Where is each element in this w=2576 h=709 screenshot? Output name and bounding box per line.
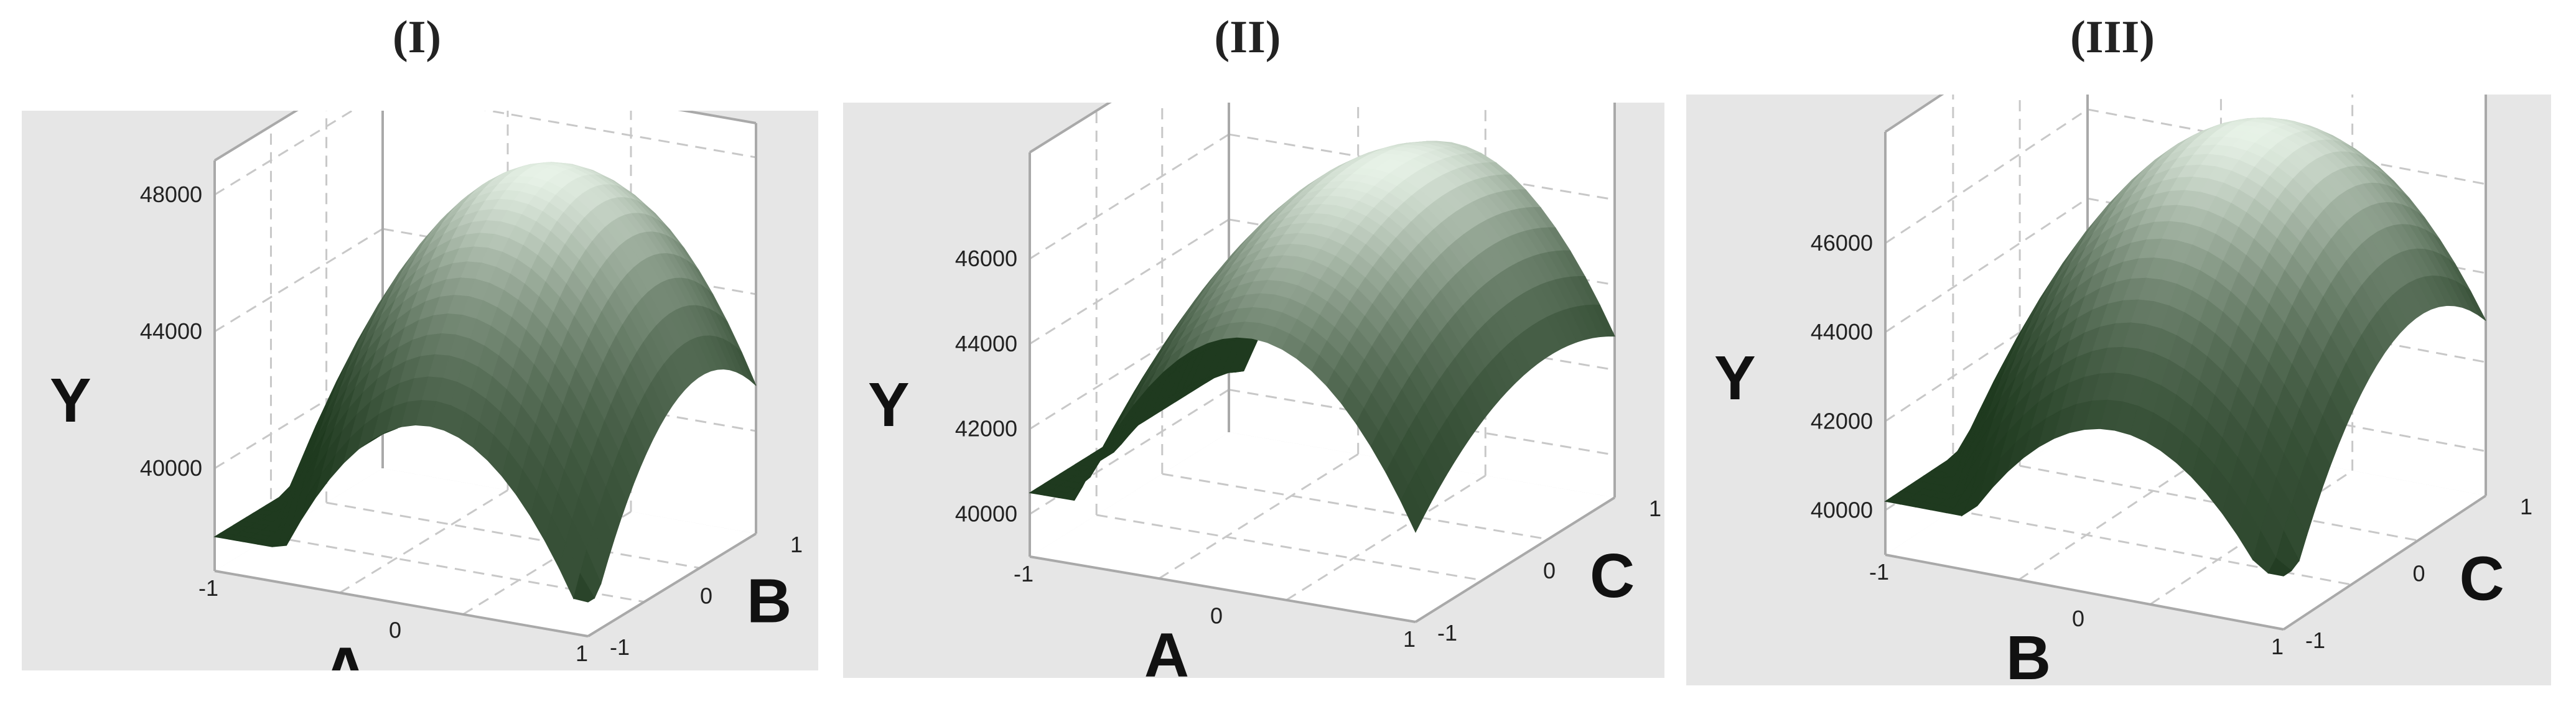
surface-patch: [573, 573, 595, 603]
surface-plot-1: 40000 44000 48000 -1 0 1 -1 0 1 A B Y: [22, 111, 818, 670]
floor-gridline: [271, 535, 645, 603]
side-gridline: [214, 228, 383, 333]
box-edge: [1884, 95, 1944, 133]
z-axis-label: Y: [50, 366, 91, 435]
z-tick-label: 44000: [1811, 319, 1873, 345]
side-gridline: [1029, 133, 1230, 260]
panel-title-2: (II): [1214, 12, 1281, 63]
box-edge: [1885, 554, 2284, 631]
floor-gridline: [339, 489, 508, 594]
side-gridline: [1885, 108, 2088, 244]
box-edge: [214, 570, 589, 637]
panel-title-3: (III): [2070, 12, 2155, 63]
y-axis-label: B: [747, 567, 791, 636]
z-axis-label: Y: [1714, 343, 1756, 413]
y-tick-label: -1: [2305, 628, 2325, 653]
y-tick-label: 1: [2520, 494, 2532, 519]
box-edge: [2282, 494, 2487, 631]
y-tick-label: 0: [2413, 561, 2425, 586]
z-tick-label: 42000: [1811, 408, 1873, 433]
floor-gridline: [1096, 514, 1483, 582]
side-gridline: [214, 111, 354, 196]
box-edge: [213, 111, 299, 162]
box-edge: [587, 532, 757, 637]
z-tick-label: 46000: [1811, 230, 1873, 256]
floor-gridline: [1286, 475, 1486, 601]
floor-gridline: [1158, 453, 1359, 580]
z-tick-label: 48000: [140, 182, 202, 207]
y-tick-label: -1: [1437, 620, 1457, 646]
y-axis-label: C: [2460, 544, 2504, 614]
box-edge: [678, 111, 757, 124]
x-tick-label: 1: [1403, 626, 1416, 652]
y-tick-label: 0: [1543, 558, 1556, 583]
z-tick-label: 40000: [955, 501, 1017, 527]
surface-svg: 40000 42000 44000 46000 -1 0 1 -1 0 1 B C Y: [1714, 95, 2532, 685]
z-tick-label: 40000: [140, 455, 202, 481]
floor-plane: [1030, 432, 1615, 622]
x-tick-label: -1: [198, 575, 218, 601]
y-tick-label: 0: [700, 583, 712, 609]
box-edge: [1029, 555, 1416, 623]
side-gridline: [214, 364, 383, 470]
x-axis-label: A: [323, 635, 368, 671]
x-tick-label: 0: [2072, 606, 2084, 631]
box-edge: [1029, 103, 1112, 154]
x-tick-label: 1: [2271, 634, 2284, 659]
floor-plane: [1885, 421, 2486, 629]
surface-patch: [2267, 557, 2292, 577]
floor-gridline: [2018, 445, 2222, 581]
side-gridline: [1885, 197, 2088, 333]
y-tick-label: -1: [610, 634, 630, 660]
back-gridline: [483, 111, 757, 159]
z-axis-label: Y: [868, 370, 910, 440]
x-tick-label: -1: [1869, 559, 1889, 585]
x-axis-label: A: [1144, 621, 1189, 679]
x-tick-label: 1: [576, 641, 588, 666]
panel-title-1: (I): [392, 12, 442, 63]
surface-svg: 40000 42000 44000 46000 -1 0 1 -1 0 1 A C Y: [868, 103, 1661, 679]
floor-gridline: [1162, 473, 1549, 540]
y-tick-label: 1: [1649, 496, 1661, 521]
back-gridline: [2087, 108, 2486, 185]
left-wall: [1030, 103, 1229, 557]
z-tick-label: 42000: [955, 416, 1017, 442]
z-tick-label: 46000: [955, 246, 1017, 271]
side-gridline: [1029, 218, 1230, 345]
box-edge: [1414, 496, 1616, 623]
z-tick-label: 44000: [140, 318, 202, 344]
side-gridline: [1885, 287, 2088, 422]
floor-gridline: [462, 511, 632, 616]
z-tick-label: 40000: [1811, 497, 1873, 522]
x-tick-label: 0: [1210, 603, 1223, 629]
x-axis-label: B: [2006, 623, 2051, 685]
surface-svg: 40000 44000 48000 -1 0 1 -1 0 1 A B Y: [50, 111, 803, 671]
floor-gridline: [2019, 465, 2419, 542]
floor-gridline: [326, 501, 700, 569]
y-tick-label: 1: [790, 532, 803, 557]
surface-patch: [1400, 484, 1424, 533]
surface-plot-3: 40000 42000 44000 46000 -1 0 1 -1 0 1 B C Y: [1686, 95, 2551, 685]
y-axis-label: C: [1590, 541, 1635, 611]
z-tick-label: 44000: [955, 331, 1017, 356]
back-gridline: [2087, 286, 2486, 363]
x-tick-label: -1: [1014, 561, 1034, 586]
back-gridline: [2087, 375, 2486, 452]
surface-plot-2: 40000 42000 44000 46000 -1 0 1 -1 0 1 A C Y: [843, 103, 1664, 678]
x-tick-label: 0: [389, 618, 401, 643]
